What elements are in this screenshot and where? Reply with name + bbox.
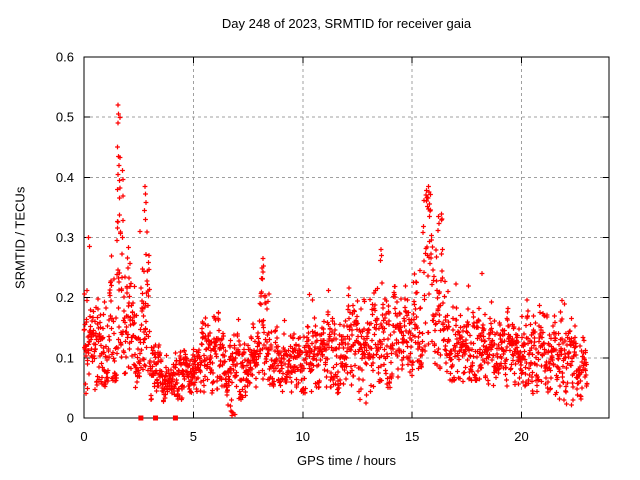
chart-title: Day 248 of 2023, SRMTID for receiver gai… (221, 16, 472, 31)
scatter-plus-markers (81, 102, 590, 418)
x-tick-label: 5 (190, 429, 197, 444)
y-tick-label: 0 (67, 411, 74, 426)
x-tick-label: 10 (296, 429, 310, 444)
y-tick-label: 0.4 (56, 170, 74, 185)
y-tick-label: 0.5 (56, 110, 74, 125)
zero-value-square-marker (153, 415, 159, 421)
x-tick-label: 0 (80, 429, 87, 444)
y-tick-label: 0.1 (56, 350, 74, 365)
y-tick-label: 0.2 (56, 290, 74, 305)
y-tick-label: 0.3 (56, 230, 74, 245)
x-tick-label: 15 (405, 429, 419, 444)
y-tick-label: 0.6 (56, 50, 74, 65)
x-tick-label: 20 (514, 429, 528, 444)
x-axis-label: GPS time / hours (297, 453, 396, 468)
zero-value-square-marker (172, 415, 178, 421)
zero-value-square-marker (138, 415, 144, 421)
